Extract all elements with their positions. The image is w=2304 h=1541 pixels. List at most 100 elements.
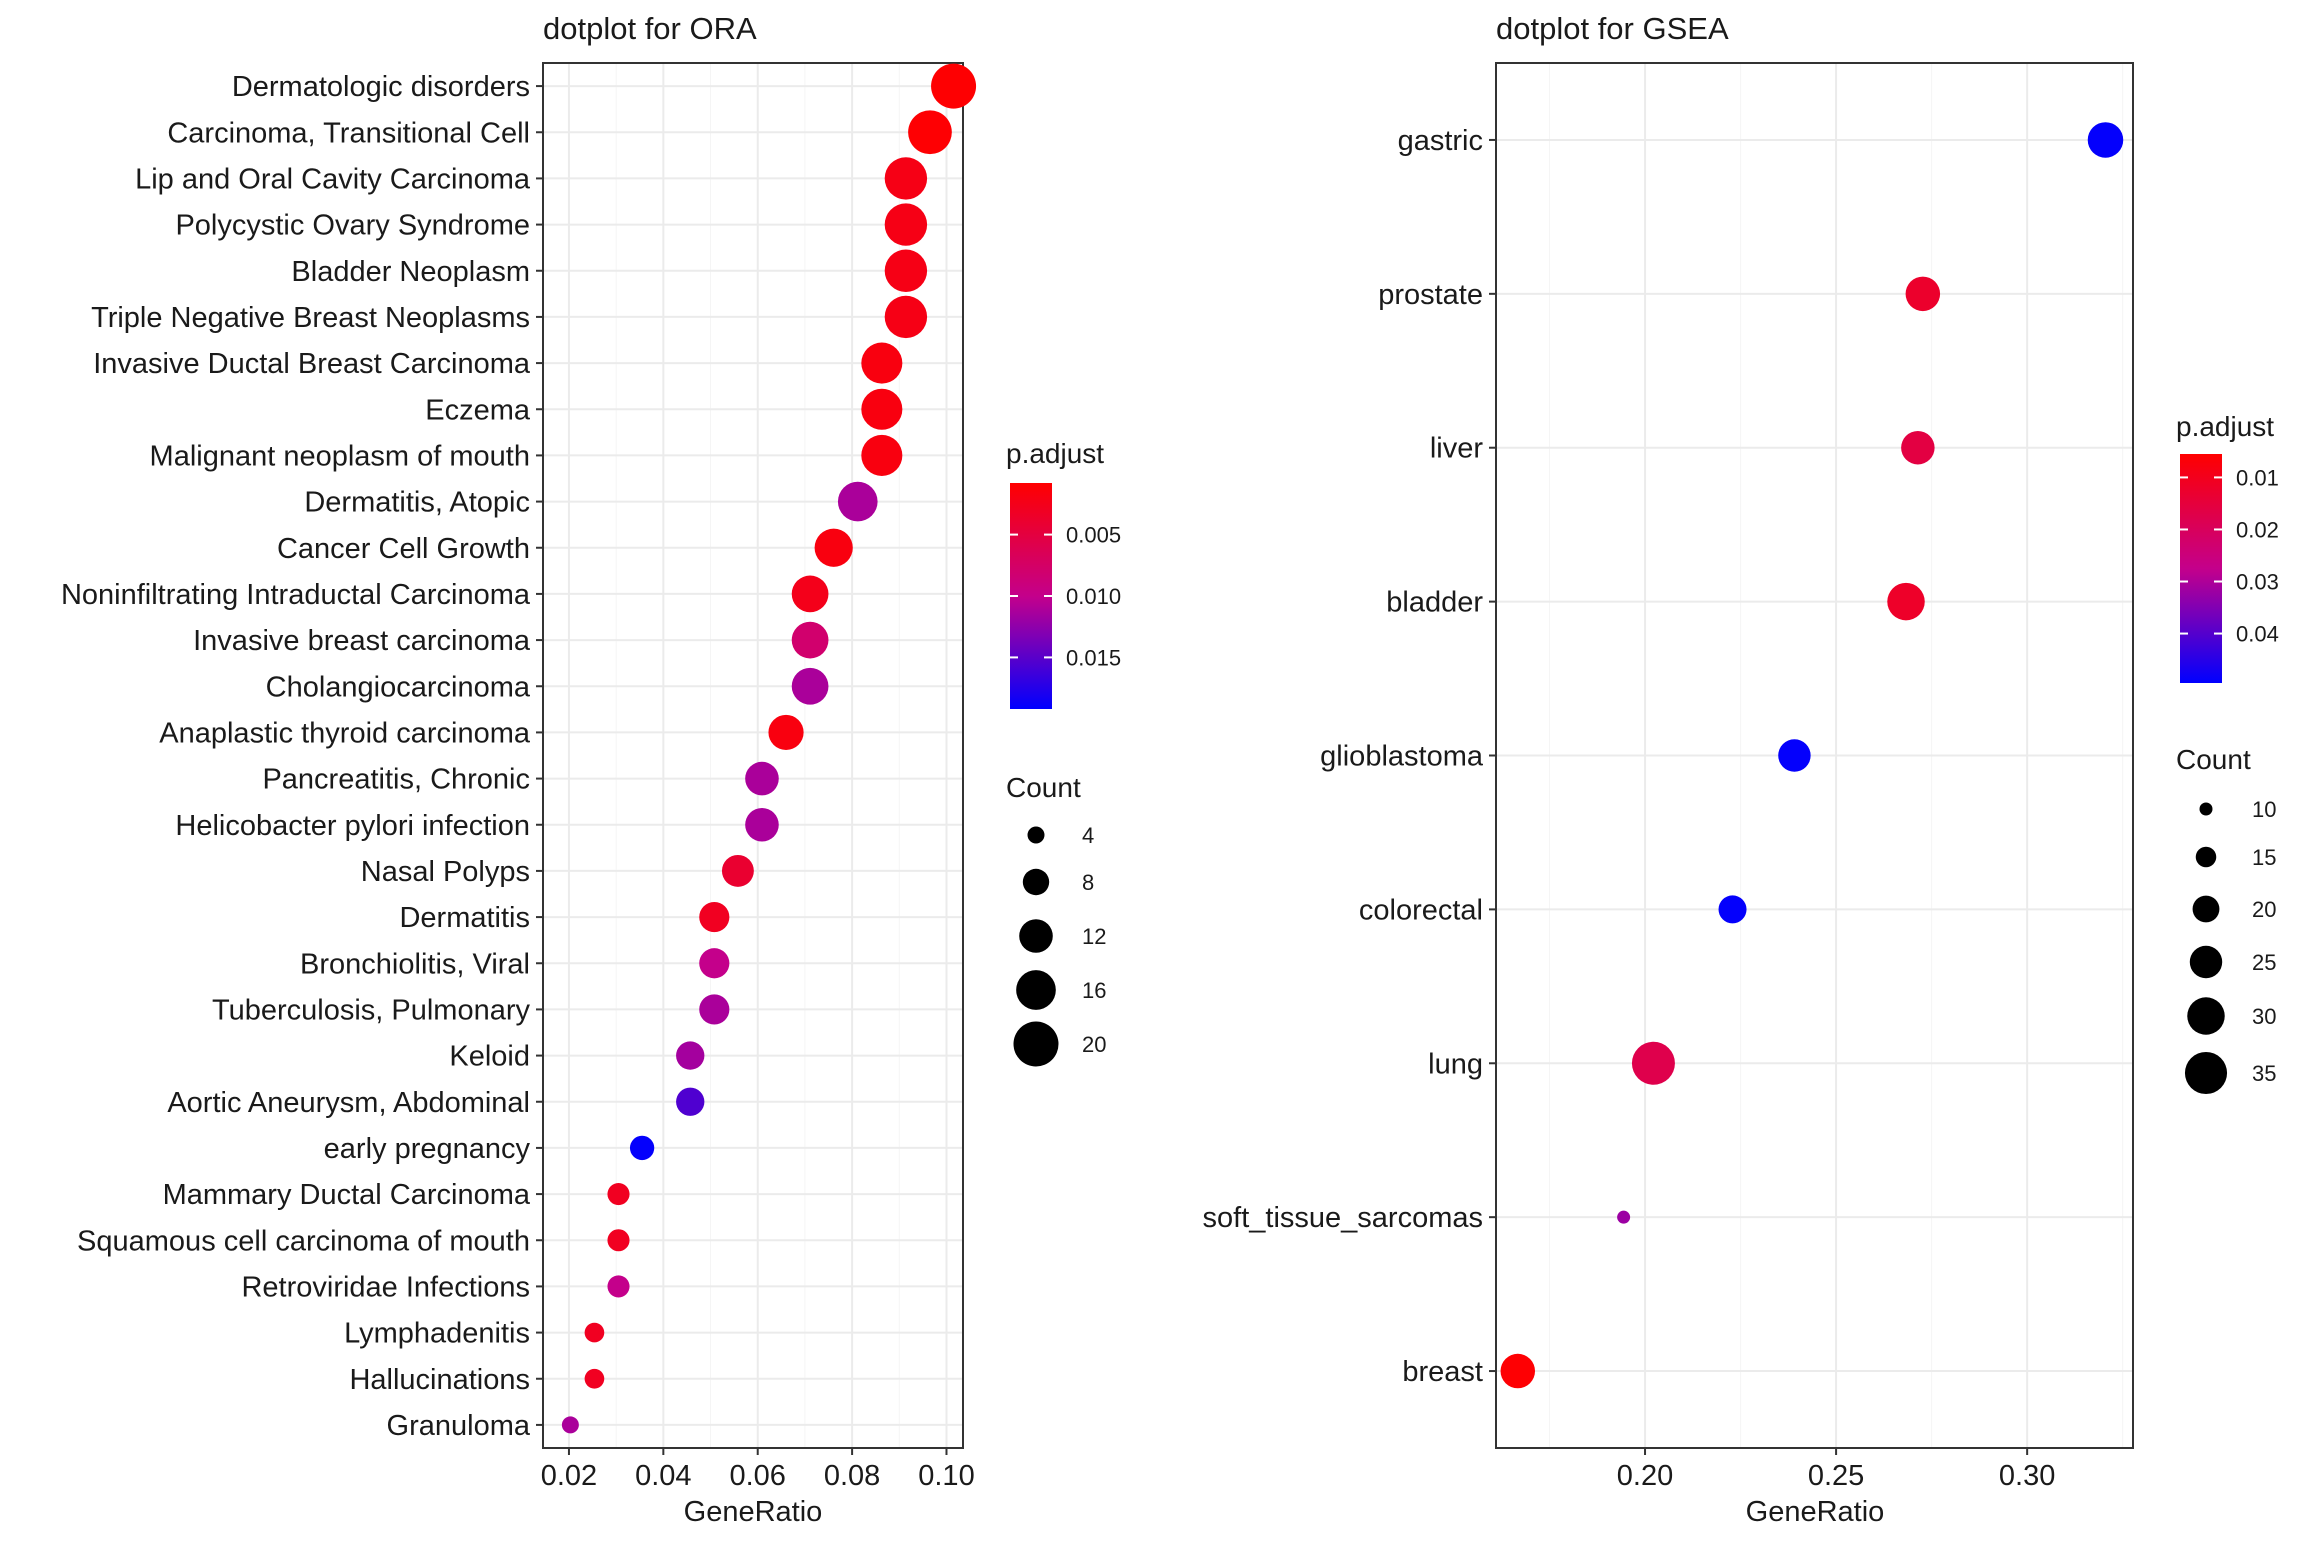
ora-y-tick-label: Pancreatitis, Chronic	[262, 764, 530, 796]
ora-size-legend-title: Count	[1006, 772, 1081, 803]
gsea-y-tick-label: bladder	[1386, 587, 1483, 619]
gsea-y-axis: gastric prostate liver bladder glioblastoma c…	[1203, 125, 1496, 1388]
ora-y-tick-label: Squamous cell carcinoma of mouth	[77, 1225, 530, 1257]
gsea-y-tick-label: soft_tissue_sarcomas	[1203, 1202, 1483, 1234]
gsea-size-key	[2189, 945, 2223, 979]
ora-x-tick-label: 0.04	[635, 1460, 691, 1492]
ora-size-key-label: 8	[1082, 870, 1094, 895]
gsea-size-legend-title: Count	[2176, 744, 2251, 775]
ora-y-tick-label: Invasive breast carcinoma	[193, 625, 531, 657]
ora-point	[745, 761, 779, 796]
gsea-x-axis-title: GeneRatio	[1746, 1496, 1885, 1528]
ora-y-tick-label: Helicobacter pylori infection	[175, 810, 530, 842]
ora-y-tick-label: Carcinoma, Transitional Cell	[167, 117, 530, 149]
gsea-gridlines	[1496, 63, 2133, 1448]
ora-y-tick-label: Lip and Oral Cavity Carcinoma	[135, 163, 531, 195]
gsea-y-tick-label: gastric	[1398, 125, 1483, 157]
gsea-color-tick-label: 0.03	[2236, 570, 2279, 595]
ora-x-tick-label: 0.08	[824, 1460, 880, 1492]
gsea-size-key-label: 30	[2252, 1004, 2276, 1029]
gsea-size-key-label: 15	[2252, 845, 2276, 870]
ora-x-tick-label: 0.06	[729, 1460, 785, 1492]
gsea-panel: dotplot for GSEA gastric prostate liver bla…	[1203, 11, 2279, 1528]
gsea-title: dotplot for GSEA	[1496, 11, 1729, 46]
gsea-size-key	[2192, 895, 2220, 923]
ora-size-key	[1019, 919, 1053, 953]
gsea-color-tick-label: 0.02	[2236, 517, 2279, 542]
ora-point	[884, 157, 928, 200]
ora-y-tick-label: Lymphadenitis	[344, 1318, 530, 1350]
ora-y-tick-label: Dermatitis	[399, 902, 530, 934]
ora-y-tick-label: Bladder Neoplasm	[291, 256, 530, 288]
ora-point	[884, 203, 928, 246]
ora-y-axis: Dermatologic disorders Carcinoma, Transit…	[61, 71, 543, 1442]
ora-point	[861, 388, 903, 430]
ora-y-tick-label: Dermatitis, Atopic	[304, 487, 530, 519]
ora-size-key	[1016, 970, 1056, 1010]
gsea-point	[1718, 895, 1747, 924]
gsea-size-key-label: 35	[2252, 1061, 2276, 1086]
ora-point	[584, 1368, 605, 1389]
ora-y-tick-label: Aortic Aneurysm, Abdominal	[167, 1087, 530, 1119]
ora-point	[721, 854, 754, 887]
gsea-color-legend: p.adjust 0.01 0.02 0.03 0.04	[2176, 411, 2279, 683]
gsea-color-tick-label: 0.01	[2236, 465, 2279, 490]
ora-y-tick-label: Dermatologic disorders	[232, 71, 530, 103]
ora-size-key	[1027, 826, 1045, 844]
ora-y-tick-label: Eczema	[425, 394, 531, 426]
ora-gridlines	[543, 63, 963, 1448]
ora-point	[791, 575, 829, 613]
ora-size-key	[1022, 868, 1050, 896]
ora-y-tick-label: Hallucinations	[349, 1364, 530, 1396]
ora-y-tick-label: early pregnancy	[324, 1133, 531, 1165]
gsea-point	[1631, 1041, 1675, 1085]
gsea-point	[1778, 739, 1811, 772]
ora-point	[584, 1322, 605, 1343]
ora-point	[837, 481, 878, 522]
ora-y-tick-label: Noninfiltrating Intraductal Carcinoma	[61, 579, 531, 611]
gsea-point	[1617, 1210, 1631, 1224]
ora-y-tick-label: Cholangiocarcinoma	[266, 671, 531, 703]
ora-y-tick-label: Keloid	[449, 1041, 530, 1073]
ora-point	[931, 63, 977, 109]
gsea-size-key	[2195, 846, 2217, 868]
ora-size-key-label: 16	[1082, 978, 1106, 1003]
ora-point	[561, 1416, 579, 1434]
gsea-size-legend: Count 10 15 20 25 30 35	[2176, 744, 2276, 1095]
ora-y-tick-label: Polycystic Ovary Syndrome	[175, 210, 530, 242]
gsea-size-key-label: 20	[2252, 897, 2276, 922]
ora-y-tick-label: Cancer Cell Growth	[277, 533, 530, 565]
ora-y-tick-label: Nasal Polyps	[361, 856, 530, 888]
gsea-size-key	[2184, 1051, 2228, 1095]
gsea-y-tick-label: lung	[1428, 1048, 1483, 1080]
ora-y-tick-label: Triple Negative Breast Neoplasms	[91, 302, 530, 334]
gsea-y-tick-label: glioblastoma	[1320, 741, 1484, 773]
ora-x-tick-label: 0.10	[918, 1460, 974, 1492]
ora-point	[884, 295, 928, 339]
ora-point	[607, 1275, 630, 1298]
gsea-point	[2087, 122, 2124, 158]
gsea-y-tick-label: colorectal	[1359, 894, 1483, 926]
ora-color-tick-label: 0.005	[1066, 523, 1121, 548]
ora-point	[908, 110, 952, 155]
gsea-point	[1901, 430, 1935, 465]
gsea-x-tick-label: 0.30	[1999, 1460, 2055, 1492]
ora-color-legend: p.adjust 0.005 0.010 0.015	[1006, 438, 1121, 709]
ora-y-tick-label: Mammary Ductal Carcinoma	[163, 1179, 531, 1211]
ora-point	[699, 994, 730, 1025]
ora-y-tick-label: Tuberculosis, Pulmonary	[212, 994, 531, 1026]
ora-title: dotplot for ORA	[543, 11, 757, 46]
gsea-y-tick-label: prostate	[1378, 279, 1483, 311]
ora-y-tick-label: Granuloma	[387, 1410, 531, 1442]
ora-plot-border	[542, 62, 964, 1449]
ora-color-legend-title: p.adjust	[1006, 438, 1104, 469]
ora-size-key-label: 12	[1082, 924, 1106, 949]
ora-point	[745, 807, 779, 842]
gsea-point	[1905, 276, 1941, 312]
ora-color-tick-label: 0.015	[1066, 645, 1121, 670]
ora-point	[791, 621, 829, 659]
ora-y-tick-label: Retroviridae Infections	[241, 1271, 530, 1303]
ora-y-tick-label: Malignant neoplasm of mouth	[150, 440, 530, 472]
